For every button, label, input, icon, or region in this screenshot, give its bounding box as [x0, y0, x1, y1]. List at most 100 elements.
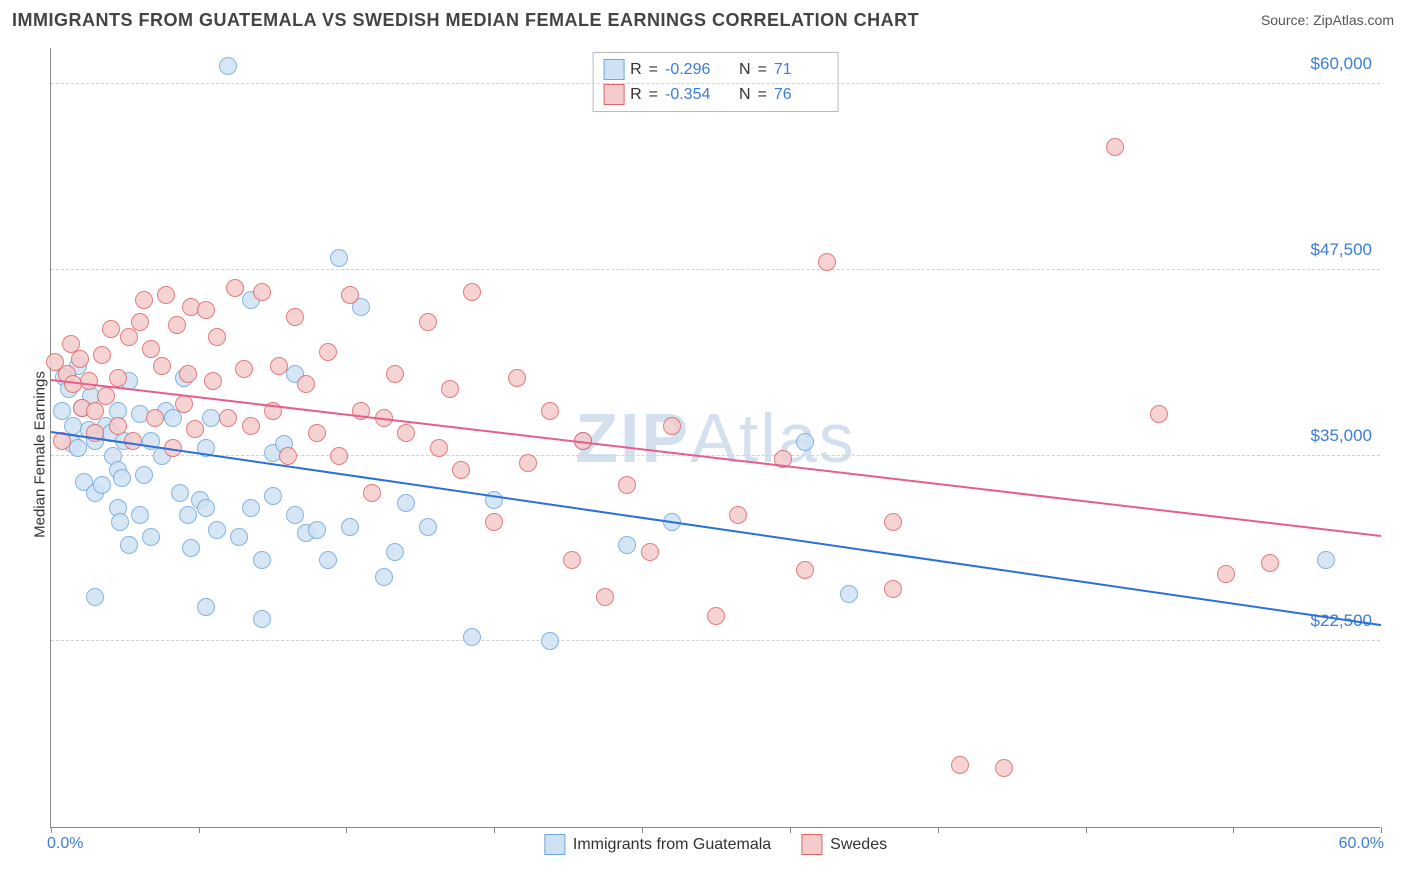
scatter-point	[308, 521, 326, 539]
scatter-point	[197, 598, 215, 616]
scatter-point	[463, 283, 481, 301]
scatter-point	[69, 439, 87, 457]
scatter-point	[219, 57, 237, 75]
scatter-point	[146, 409, 164, 427]
scatter-point	[297, 375, 315, 393]
x-max-label: 60.0%	[1339, 835, 1384, 853]
scatter-point	[142, 340, 160, 358]
scatter-point	[226, 279, 244, 297]
scatter-point	[308, 424, 326, 442]
scatter-point	[386, 543, 404, 561]
scatter-point	[485, 513, 503, 531]
scatter-point	[796, 433, 814, 451]
legend-swatch	[801, 834, 822, 855]
stat-eq: =	[649, 86, 659, 104]
stat-N-label: N	[739, 61, 752, 79]
scatter-point	[441, 380, 459, 398]
x-tick-mark	[1381, 827, 1382, 833]
x-tick-mark	[346, 827, 347, 833]
grid-line	[51, 269, 1380, 270]
scatter-point	[1106, 138, 1124, 156]
scatter-point	[397, 424, 415, 442]
scatter-point	[204, 372, 222, 390]
scatter-point	[397, 494, 415, 512]
stats-row: R=-0.354N=76	[603, 82, 828, 107]
scatter-point	[235, 360, 253, 378]
grid-line	[51, 455, 1380, 456]
scatter-point	[363, 484, 381, 502]
scatter-point	[230, 528, 248, 546]
scatter-point	[197, 301, 215, 319]
scatter-point	[341, 518, 359, 536]
watermark: ZIPAtlas	[575, 398, 856, 478]
scatter-point	[563, 551, 581, 569]
x-tick-mark	[938, 827, 939, 833]
legend-swatch	[544, 834, 565, 855]
scatter-point	[182, 539, 200, 557]
scatter-point	[80, 372, 98, 390]
scatter-point	[1150, 405, 1168, 423]
source: Source: ZipAtlas.com	[1261, 12, 1394, 30]
scatter-point	[286, 506, 304, 524]
scatter-point	[120, 536, 138, 554]
scatter-point	[430, 439, 448, 457]
scatter-point	[951, 756, 969, 774]
scatter-point	[386, 365, 404, 383]
stat-R-label: R	[630, 61, 643, 79]
scatter-point	[131, 506, 149, 524]
scatter-point	[341, 286, 359, 304]
scatter-point	[319, 551, 337, 569]
scatter-point	[93, 346, 111, 364]
scatter-point	[840, 585, 858, 603]
x-tick-mark	[51, 827, 52, 833]
scatter-point	[157, 286, 175, 304]
scatter-point	[102, 320, 120, 338]
scatter-point	[641, 543, 659, 561]
scatter-point	[286, 308, 304, 326]
y-tick-label: $60,000	[1309, 54, 1374, 74]
stat-R-label: R	[630, 86, 643, 104]
scatter-point	[97, 387, 115, 405]
scatter-point	[120, 328, 138, 346]
scatter-point	[1261, 554, 1279, 572]
scatter-point	[253, 551, 271, 569]
scatter-point	[135, 291, 153, 309]
scatter-point	[452, 461, 470, 479]
legend-swatch	[603, 59, 624, 80]
scatter-point	[142, 528, 160, 546]
scatter-point	[796, 561, 814, 579]
stats-row: R=-0.296N=71	[603, 57, 828, 82]
scatter-point	[113, 469, 131, 487]
stat-eq: =	[758, 61, 768, 79]
scatter-point	[519, 454, 537, 472]
scatter-point	[168, 316, 186, 334]
x-tick-mark	[1233, 827, 1234, 833]
scatter-point	[1217, 565, 1235, 583]
scatter-point	[124, 432, 142, 450]
legend-item: Immigrants from Guatemala	[544, 834, 771, 855]
scatter-point	[375, 568, 393, 586]
scatter-point	[153, 357, 171, 375]
stat-R-value: -0.296	[665, 61, 719, 79]
scatter-point	[818, 253, 836, 271]
scatter-point	[197, 499, 215, 517]
scatter-point	[419, 313, 437, 331]
scatter-point	[541, 402, 559, 420]
watermark-bold: ZIP	[575, 399, 690, 477]
scatter-point	[135, 466, 153, 484]
scatter-point	[202, 409, 220, 427]
scatter-point	[71, 350, 89, 368]
grid-line	[51, 640, 1380, 641]
scatter-point	[109, 417, 127, 435]
scatter-point	[463, 628, 481, 646]
x-tick-mark	[642, 827, 643, 833]
scatter-point	[884, 513, 902, 531]
scatter-point	[109, 369, 127, 387]
stat-R-value: -0.354	[665, 86, 719, 104]
scatter-point	[131, 313, 149, 331]
scatter-point	[93, 476, 111, 494]
scatter-point	[242, 499, 260, 517]
scatter-point	[419, 518, 437, 536]
x-tick-mark	[199, 827, 200, 833]
scatter-point	[618, 536, 636, 554]
